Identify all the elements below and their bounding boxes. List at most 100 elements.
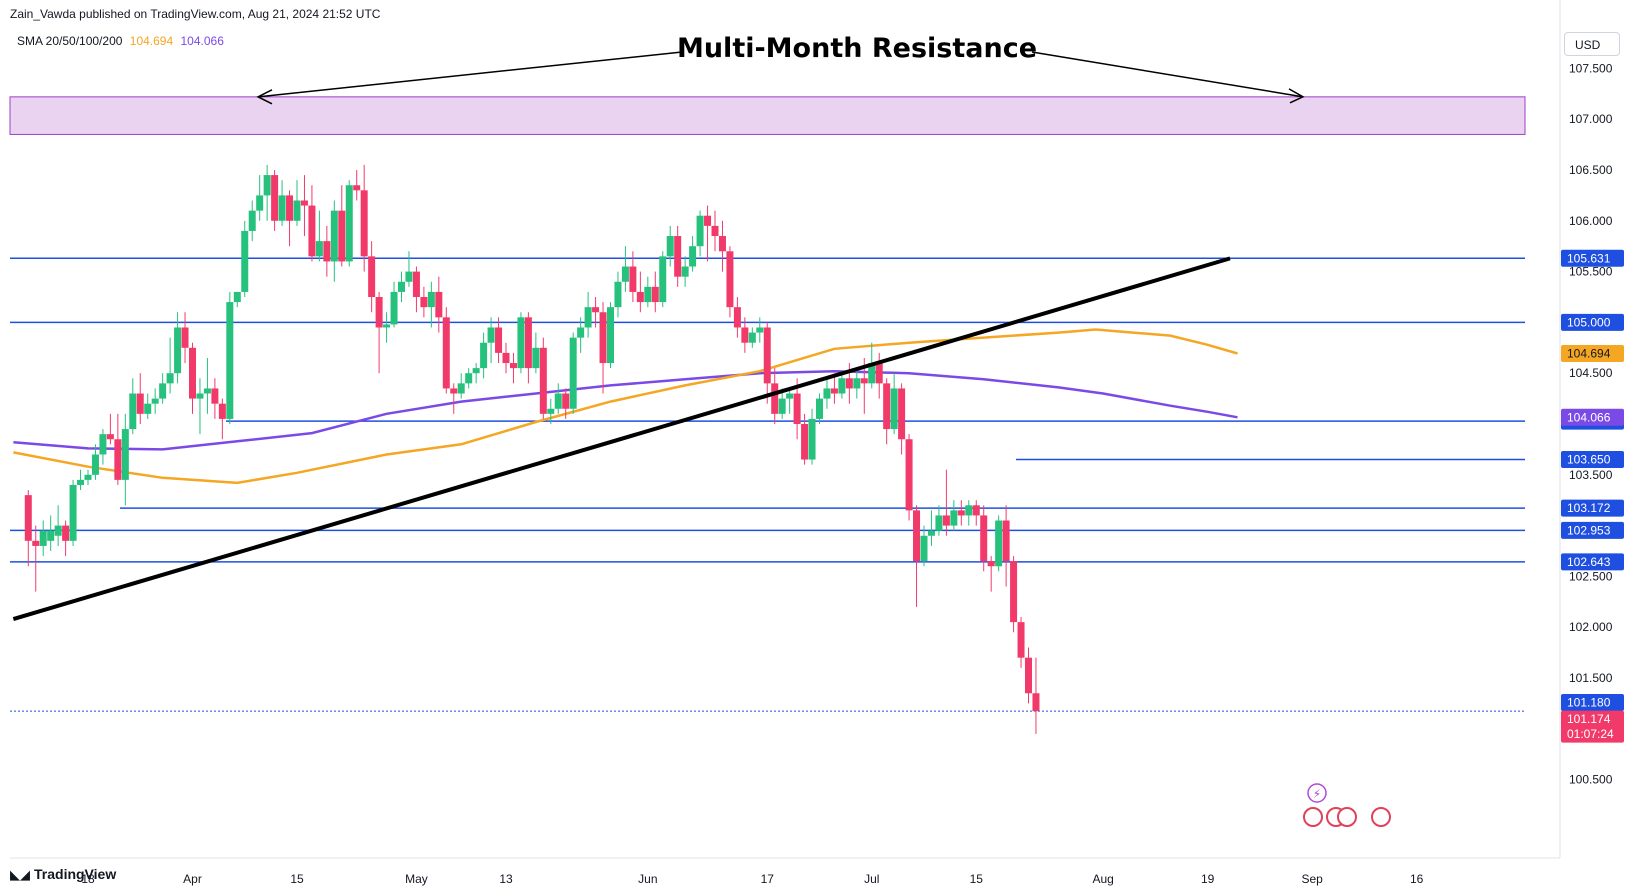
candle bbox=[614, 271, 622, 318]
us-flag-icon[interactable] bbox=[1337, 807, 1357, 827]
annotation-arrows[interactable] bbox=[256, 51, 1305, 105]
candle-body bbox=[69, 484, 77, 541]
candle bbox=[838, 373, 846, 399]
candle bbox=[315, 210, 323, 262]
arrow-left-head-icon bbox=[256, 89, 273, 105]
candle-body bbox=[136, 393, 144, 414]
candle-body bbox=[726, 251, 734, 308]
candle-body bbox=[965, 505, 973, 516]
x-tick-label: Aug bbox=[1092, 872, 1113, 886]
candle-body bbox=[196, 393, 204, 399]
candle-body bbox=[241, 230, 249, 292]
candle-body bbox=[942, 515, 950, 526]
x-tick-label: 15 bbox=[970, 872, 984, 886]
candle-body bbox=[54, 525, 62, 536]
price-label-box bbox=[1561, 313, 1624, 331]
candle-body bbox=[808, 418, 816, 460]
candle bbox=[151, 388, 159, 414]
candle-body bbox=[868, 363, 876, 384]
candle-body bbox=[696, 215, 704, 247]
lightning-event-icon[interactable] bbox=[1307, 783, 1327, 803]
currency-selector[interactable]: USD bbox=[1564, 32, 1620, 56]
sma-legend[interactable]: SMA 20/50/100/200 104.694 104.066 bbox=[17, 34, 228, 48]
us-flag-icon[interactable] bbox=[1303, 807, 1323, 827]
candle-body bbox=[144, 403, 152, 414]
candle-body bbox=[898, 388, 906, 440]
candle-body bbox=[651, 286, 659, 303]
candle-body bbox=[853, 378, 861, 389]
candle-body bbox=[733, 307, 741, 328]
candle bbox=[338, 185, 346, 267]
price-label-badge: 105.000 bbox=[1561, 313, 1624, 331]
y-axis-ticks: 100.500 101.500 102.000 102.500 103.500 104.5… bbox=[1569, 61, 1613, 786]
candle bbox=[427, 281, 435, 328]
sma-200-line bbox=[13, 369, 1238, 451]
candle-body bbox=[838, 378, 846, 394]
candle-body bbox=[883, 383, 891, 430]
candle-body bbox=[166, 373, 174, 384]
price-label-box bbox=[1561, 694, 1624, 712]
candle bbox=[330, 200, 338, 282]
candle-body bbox=[338, 210, 346, 262]
candle-body bbox=[771, 383, 779, 414]
candle bbox=[47, 515, 55, 551]
candle-body bbox=[91, 454, 99, 475]
candle bbox=[726, 246, 734, 318]
candle-body bbox=[592, 307, 600, 313]
candle bbox=[263, 164, 271, 221]
candle-body bbox=[129, 393, 137, 430]
price-label-text: 103.172 bbox=[1567, 501, 1611, 515]
candle bbox=[114, 413, 122, 485]
x-tick-label: 16 bbox=[1410, 872, 1424, 886]
candle-body bbox=[465, 373, 473, 384]
y-tick-label: 107.500 bbox=[1569, 61, 1613, 75]
event-icons[interactable]: ⚡ bbox=[1303, 783, 1391, 827]
candle bbox=[300, 175, 308, 237]
tradingview-mark-icon: ◣◢ bbox=[10, 867, 30, 882]
resistance-zone[interactable] bbox=[9, 96, 1526, 135]
candle bbox=[666, 225, 674, 267]
candle bbox=[450, 383, 458, 414]
candle-body bbox=[323, 241, 331, 262]
candle-body bbox=[830, 388, 838, 394]
trendline-group bbox=[12, 256, 1231, 621]
candle-body bbox=[905, 439, 913, 511]
candle bbox=[913, 505, 921, 607]
candle-body bbox=[84, 474, 92, 480]
candle-body bbox=[405, 271, 413, 282]
annotation-title[interactable]: Multi-Month Resistance bbox=[677, 33, 1037, 64]
candle bbox=[218, 398, 226, 440]
lightning-glyph-icon: ⚡ bbox=[1313, 787, 1321, 801]
candle-body bbox=[308, 205, 316, 257]
candle-body bbox=[718, 236, 726, 252]
candle-body bbox=[524, 317, 532, 369]
candle-body bbox=[860, 378, 868, 384]
candle bbox=[271, 170, 279, 231]
price-labels: 105.631105.000104.028103.650103.172102.9… bbox=[1561, 249, 1624, 743]
candle bbox=[435, 276, 443, 333]
candle-body bbox=[412, 271, 420, 297]
moving-averages bbox=[13, 328, 1238, 485]
candle bbox=[584, 291, 592, 338]
arrow-right-line bbox=[1031, 51, 1304, 98]
candle bbox=[136, 373, 144, 424]
candle bbox=[1010, 556, 1018, 633]
candle-body bbox=[681, 266, 689, 277]
candle bbox=[144, 393, 152, 419]
candle-body bbox=[786, 393, 794, 399]
candle bbox=[756, 317, 764, 343]
candle-body bbox=[77, 479, 85, 485]
candle-body bbox=[450, 388, 458, 394]
candle-body bbox=[233, 291, 241, 303]
support-trendline bbox=[12, 256, 1231, 621]
tradingview-logo[interactable]: ◣◢ TradingView bbox=[10, 866, 116, 883]
candle bbox=[733, 297, 741, 338]
price-label-badge: 102.643 bbox=[1561, 553, 1624, 571]
us-flag-icon[interactable] bbox=[1371, 807, 1391, 827]
candle-body bbox=[816, 398, 823, 419]
candle-body bbox=[1002, 520, 1010, 562]
candle-body bbox=[495, 327, 503, 353]
candle-body bbox=[472, 368, 480, 374]
candle bbox=[1002, 505, 1010, 587]
